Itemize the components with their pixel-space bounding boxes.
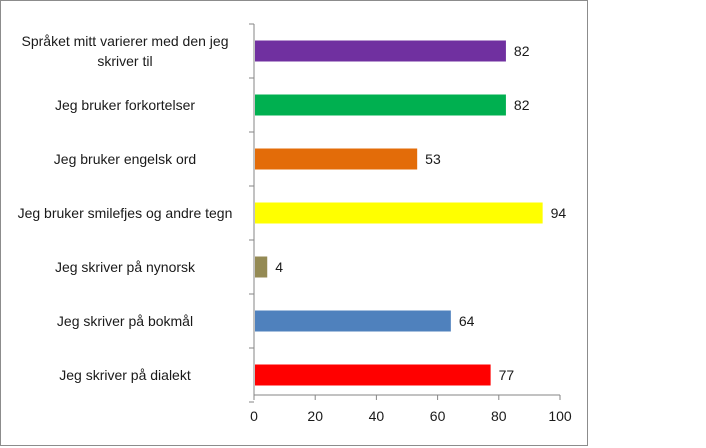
category-label: Jeg skriver på bokmål [57, 313, 193, 329]
bar-value-label: 77 [499, 367, 515, 383]
bar [255, 40, 506, 62]
x-tick-label: 100 [548, 408, 572, 424]
category-label: Jeg bruker forkortelser [55, 97, 195, 113]
bar-value-label: 64 [459, 313, 475, 329]
category-label: Jeg bruker engelsk ord [54, 151, 196, 167]
category-label: Jeg skriver på nynorsk [55, 259, 196, 275]
x-tick-label: 60 [430, 408, 446, 424]
x-tick-label: 0 [250, 408, 258, 424]
chart-frame: 0 20 40 60 80 100 82 Språket mitt varierer med … [0, 0, 588, 446]
bar [255, 202, 543, 224]
x-tick-label: 20 [307, 408, 323, 424]
bar-value-label: 82 [514, 43, 530, 59]
bar-value-label: 53 [425, 151, 441, 167]
bar [255, 364, 491, 386]
bar [255, 256, 268, 278]
category-label: Jeg skriver på dialekt [59, 367, 191, 383]
bar [255, 94, 506, 116]
bar-value-label: 82 [514, 97, 530, 113]
category-label: Språket mitt varierer med den jeg skriver… [22, 33, 229, 69]
bar [255, 310, 451, 332]
bar-chart: 0 20 40 60 80 100 82 Språket mitt varierer med … [18, 23, 572, 424]
x-tick-label: 80 [491, 408, 507, 424]
category-label: Jeg bruker smilefjes og andre tegn [18, 205, 233, 221]
bar-value-label: 4 [275, 259, 283, 275]
bar [255, 148, 418, 170]
x-tick-label: 40 [369, 408, 385, 424]
bar-value-label: 94 [551, 205, 567, 221]
